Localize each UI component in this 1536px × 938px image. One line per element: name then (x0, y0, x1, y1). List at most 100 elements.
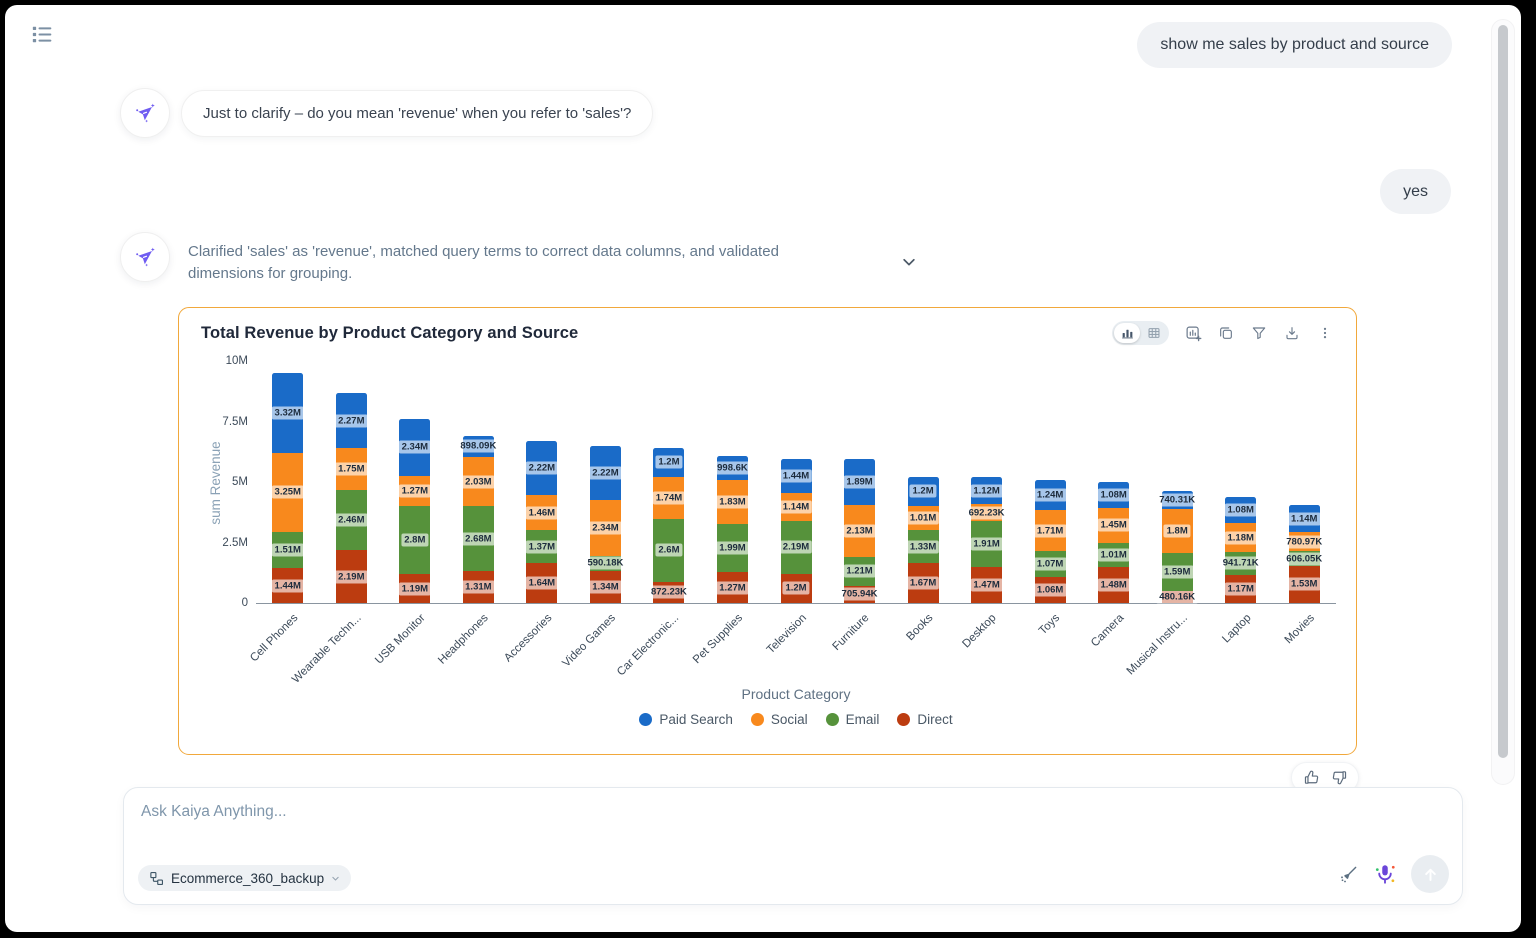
thumbs-down-button[interactable] (1330, 769, 1348, 787)
bar-segment-paid-search[interactable]: 2.22M (525, 441, 559, 495)
bar-segment-email[interactable]: 590.18K (584, 556, 627, 571)
collapse-details-button[interactable] (898, 251, 920, 273)
bar-segment-direct[interactable]: 1.48M (1097, 567, 1130, 603)
duplicate-button[interactable] (1217, 324, 1235, 342)
bar-segment-paid-search[interactable]: 1.12M (970, 477, 1003, 505)
bar-segment-social[interactable]: 1.75M (335, 448, 368, 491)
dataset-selector[interactable]: Ecommerce_360_backup (138, 865, 352, 891)
bar-segment-paid-search[interactable]: 1.14M (1288, 504, 1321, 533)
bar-segment-paid-search[interactable]: 1.89M (843, 459, 876, 506)
bar-segment-direct[interactable]: 1.31M (462, 571, 495, 603)
bar-segment-direct[interactable]: 480.16K (1156, 590, 1199, 604)
bar-segment-paid-search[interactable]: 3.32M (271, 372, 304, 453)
bar-segment-social[interactable]: 1.71M (1033, 510, 1067, 552)
bar-segment-email[interactable]: 1.99M (716, 524, 749, 573)
bar-column[interactable]: 2.19M 2.46M 1.75M 2.27M (335, 361, 368, 603)
bar-column[interactable]: 1.47M 1.91M 692.23K 1.12M (965, 361, 1008, 603)
legend-item-direct[interactable]: Direct (897, 712, 953, 727)
more-options-button[interactable] (1316, 324, 1334, 342)
bar-segment-paid-search[interactable]: 1.08M (1224, 497, 1257, 524)
bar-segment-social[interactable]: 1.74M (652, 476, 686, 519)
bar-column[interactable]: 1.48M 1.01M 1.45M 1.08M (1097, 361, 1130, 603)
bar-segment-direct[interactable]: 1.44M (271, 568, 304, 603)
bar-segment-social[interactable]: 1.18M (1224, 523, 1257, 552)
bar-column[interactable]: 1.17M 941.71K 1.18M 1.08M (1219, 361, 1262, 603)
bar-column[interactable]: 1.27M 1.99M 1.83M 998.6K (714, 361, 751, 603)
bar-segment-direct[interactable]: 1.67M (906, 562, 940, 603)
bar-segment-social[interactable]: 2.13M (843, 505, 876, 557)
bar-segment-paid-search[interactable]: 1.44M (779, 458, 813, 494)
bar-segment-social[interactable]: 3.25M (271, 452, 304, 532)
bar-segment-email[interactable]: 1.37M (525, 530, 559, 564)
bar-segment-direct[interactable]: 2.19M (335, 550, 368, 603)
bar-column[interactable]: 1.19M 2.8M 1.27M 2.34M (398, 361, 432, 603)
bar-column[interactable]: 1.44M 1.51M 3.25M 3.32M (271, 361, 304, 603)
bar-segment-email[interactable]: 1.01M (1097, 542, 1130, 568)
legend-item-email[interactable]: Email (825, 712, 879, 727)
table-view-toggle[interactable] (1141, 323, 1167, 343)
bar-segment-email[interactable]: 2.8M (399, 506, 431, 575)
bar-segment-direct[interactable]: 1.64M (525, 563, 559, 603)
bar-segment-email[interactable]: 941.71K (1219, 551, 1262, 575)
bar-segment-direct[interactable]: 705.94K (838, 585, 881, 603)
bar-segment-direct[interactable]: 1.2M (780, 573, 812, 603)
bar-chart-view-toggle[interactable] (1114, 323, 1140, 343)
bar-segment-social[interactable]: 780.97K (1283, 532, 1326, 552)
bar-segment-paid-search[interactable]: 998.6K (714, 455, 751, 480)
bar-segment-paid-search[interactable]: 1.2M (907, 476, 939, 506)
bar-column[interactable]: 1.31M 2.68M 2.03M 898.09K (457, 361, 500, 603)
bar-segment-direct[interactable]: 1.06M (1033, 577, 1067, 603)
bar-segment-email[interactable]: 1.59M (1160, 552, 1194, 592)
menu-list-icon[interactable] (29, 22, 55, 46)
filter-button[interactable] (1250, 324, 1268, 342)
bar-segment-paid-search[interactable]: 2.27M (335, 393, 368, 449)
bar-segment-direct[interactable]: 1.19M (398, 574, 432, 603)
bar-segment-direct[interactable]: 1.47M (970, 567, 1003, 603)
bar-segment-social[interactable]: 1.01M (906, 505, 940, 531)
bar-segment-social[interactable]: 1.8M (1161, 509, 1193, 553)
bar-segment-social[interactable]: 2.34M (589, 499, 622, 557)
bar-segment-email[interactable]: 2.19M (779, 520, 813, 574)
bar-column[interactable]: 1.2M 2.19M 1.14M 1.44M (779, 361, 813, 603)
bar-segment-email[interactable]: 1.33M (906, 530, 940, 563)
legend-item-social[interactable]: Social (750, 712, 808, 727)
bar-segment-direct[interactable]: 1.53M (1288, 565, 1321, 603)
bar-column[interactable]: 705.94K 1.21M 2.13M 1.89M (838, 361, 881, 603)
clear-chat-button[interactable] (1339, 864, 1359, 884)
bar-segment-paid-search[interactable]: 2.34M (398, 419, 432, 476)
bar-segment-social[interactable]: 1.27M (398, 475, 432, 507)
bar-column[interactable]: 872.23K 2.6M 1.74M 1.2M (647, 361, 690, 603)
bar-column[interactable]: 1.67M 1.33M 1.01M 1.2M (906, 361, 940, 603)
bar-segment-email[interactable]: 2.6M (653, 519, 685, 582)
scrollbar-thumb[interactable] (1498, 25, 1508, 758)
ask-kaiya-input[interactable] (141, 799, 1041, 825)
bar-segment-paid-search[interactable]: 1.24M (1033, 480, 1067, 511)
bar-segment-email[interactable]: 606.05K (1283, 551, 1326, 566)
bar-segment-email[interactable]: 1.51M (271, 531, 304, 569)
bar-segment-email[interactable]: 2.68M (462, 506, 495, 572)
voice-input-button[interactable] (1374, 863, 1396, 885)
bar-column[interactable]: 1.53M 606.05K 780.97K 1.14M (1283, 361, 1326, 603)
bar-segment-paid-search[interactable]: 1.08M (1097, 481, 1130, 508)
bar-segment-direct[interactable]: 1.34M (589, 570, 622, 603)
bar-segment-social[interactable]: 1.45M (1097, 507, 1130, 543)
send-button[interactable] (1411, 855, 1449, 893)
bar-segment-paid-search[interactable]: 740.31K (1156, 491, 1199, 510)
bar-segment-social[interactable]: 1.46M (525, 494, 559, 531)
bar-segment-social[interactable]: 1.14M (779, 493, 813, 521)
thumbs-up-button[interactable] (1302, 769, 1320, 787)
bar-segment-paid-search[interactable]: 1.2M (653, 447, 685, 477)
add-chart-button[interactable] (1184, 324, 1202, 342)
bar-segment-email[interactable]: 2.46M (335, 490, 368, 551)
legend-item-paid-search[interactable]: Paid Search (639, 712, 733, 727)
bar-segment-email[interactable]: 1.91M (970, 521, 1003, 568)
bar-segment-social[interactable]: 1.83M (716, 479, 749, 525)
bar-column[interactable]: 1.64M 1.37M 1.46M 2.22M (525, 361, 559, 603)
bar-segment-email[interactable]: 1.07M (1033, 551, 1067, 578)
bar-segment-direct[interactable]: 872.23K (647, 581, 690, 603)
bar-segment-email[interactable]: 1.21M (843, 556, 876, 586)
bar-column[interactable]: 1.34M 590.18K 2.34M 2.22M (584, 361, 627, 603)
bar-segment-social[interactable]: 692.23K (965, 504, 1008, 522)
bar-column[interactable]: 1.06M 1.07M 1.71M 1.24M (1033, 361, 1067, 603)
bar-segment-social[interactable]: 2.03M (462, 457, 495, 507)
